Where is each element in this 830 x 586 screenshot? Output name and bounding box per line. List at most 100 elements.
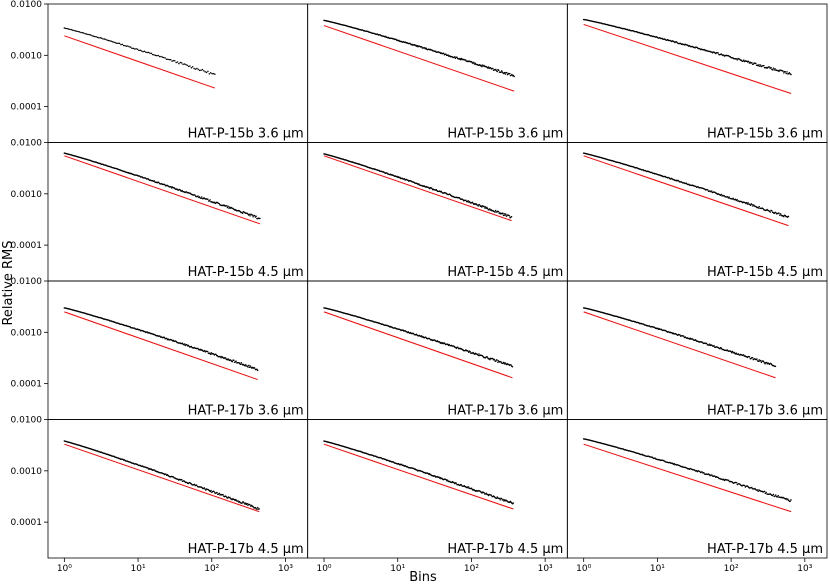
rms-point: [240, 362, 243, 364]
rms-point: [117, 42, 119, 45]
rms-point: [477, 205, 479, 207]
y-tick-label: 0.0100: [11, 277, 43, 287]
rms-point: [773, 212, 775, 215]
rms-point: [719, 348, 721, 350]
rms-point: [160, 55, 162, 58]
y-tick-label: 0.0001: [11, 241, 43, 251]
rms-point: [197, 195, 199, 197]
rms-point: [486, 207, 489, 210]
rms-point: [142, 50, 144, 53]
rms-point: [162, 56, 165, 59]
rms-point: [714, 475, 716, 477]
panel-label: HAT-P-17b 3.6 μm: [707, 404, 823, 419]
rms-point: [92, 35, 95, 37]
rms-point: [494, 360, 497, 362]
rms-point: [178, 62, 180, 65]
rms-point: [787, 498, 789, 500]
rms-point: [498, 497, 501, 500]
rms-point: [743, 484, 746, 487]
rms-point: [203, 349, 206, 352]
x-tick-label: 10³: [538, 564, 553, 574]
rms-point: [768, 66, 771, 68]
rms-point: [720, 193, 723, 196]
x-tick-label: 10⁰: [316, 564, 331, 574]
rms-point: [764, 362, 766, 365]
rms-point: [774, 495, 776, 497]
rms-point: [91, 34, 93, 37]
rms-point: [489, 208, 491, 210]
rms-point: [253, 367, 256, 369]
rms-point: [510, 216, 513, 218]
rms-point: [182, 63, 184, 65]
rms-point: [122, 44, 125, 47]
rms-point: [252, 506, 254, 508]
rms-point: [786, 71, 788, 73]
rms-point: [218, 492, 221, 495]
rms-point: [495, 68, 497, 71]
panel: HAT-P-15b 4.5 μm: [307, 142, 568, 282]
rms-point: [146, 51, 148, 54]
panel-frame: [566, 419, 828, 559]
rms-point: [790, 73, 792, 76]
rms-point: [100, 37, 103, 39]
x-axis-label: Bins: [409, 570, 437, 585]
rms-point: [752, 63, 755, 65]
rms-point: [201, 68, 204, 71]
rms-point: [728, 196, 730, 198]
rms-point: [486, 357, 489, 359]
rms-point: [708, 343, 711, 345]
rms-point: [256, 508, 258, 510]
panel-label: HAT-P-15b 4.5 μm: [707, 265, 823, 280]
rms-point: [746, 203, 749, 205]
rms-point: [227, 358, 230, 360]
y-tick-label: 0.0010: [11, 328, 43, 338]
rms-point: [497, 210, 500, 213]
rms-point: [73, 29, 75, 32]
rms-point: [504, 73, 507, 75]
rms-point: [235, 360, 237, 362]
rms-point: [440, 190, 443, 193]
rms-point: [171, 60, 173, 62]
rms-point: [500, 360, 502, 363]
rms-point: [505, 213, 507, 215]
rms-point: [778, 70, 780, 73]
panel-grid: HAT-P-15b 3.6 μm0.01000.00100.0001HAT-P-…: [11, 0, 828, 574]
x-tick-label: 10¹: [650, 564, 665, 574]
y-tick-label: 0.0100: [11, 416, 43, 426]
rms-point: [723, 54, 725, 56]
rms-point: [726, 196, 729, 198]
rms-point: [187, 65, 190, 68]
panel-frame: [47, 280, 309, 420]
rms-point: [165, 473, 167, 475]
panel-frame: [566, 280, 828, 420]
rms-point: [682, 335, 685, 337]
rms-point: [80, 31, 82, 34]
rms-point: [752, 205, 754, 207]
rms-point: [486, 493, 489, 496]
rms-point: [747, 60, 750, 63]
rms-point: [150, 52, 153, 55]
rms-point: [128, 45, 130, 48]
panel: HAT-P-17b 3.6 μm: [566, 280, 828, 420]
rms-point: [736, 198, 738, 201]
rms-point: [209, 352, 211, 354]
rms-point: [238, 361, 240, 364]
panel-frame: [307, 280, 568, 420]
rms-point: [757, 360, 760, 362]
rms-point: [220, 357, 222, 359]
rms-point: [84, 32, 86, 35]
rms-point: [229, 496, 231, 499]
rms-point: [483, 205, 485, 208]
panel: HAT-P-17b 4.5 μm 10⁰ 10¹ 10² 10³: [307, 419, 568, 574]
rms-point: [129, 46, 132, 48]
rms-point: [69, 28, 71, 31]
rms-point: [109, 40, 111, 42]
rms-point: [172, 59, 175, 62]
rms-point: [747, 202, 749, 204]
rms-point: [483, 492, 485, 494]
panel: HAT-P-15b 3.6 μm 0.0100 0.0010 0.0001: [11, 0, 309, 143]
x-tick-label: 10²: [464, 564, 479, 574]
rms-point: [481, 206, 483, 208]
rms-point: [93, 35, 96, 38]
